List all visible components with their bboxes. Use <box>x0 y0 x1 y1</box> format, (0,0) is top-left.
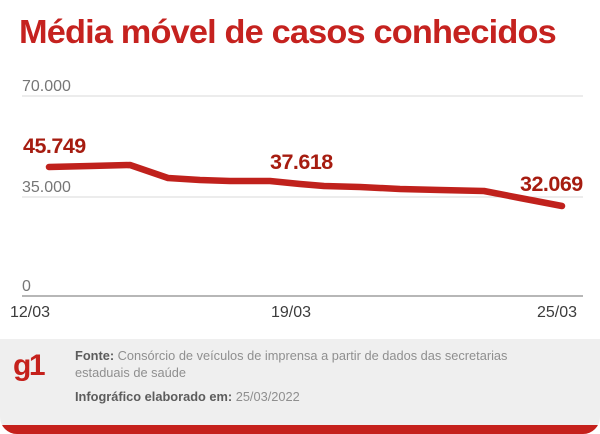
svg-text:12/03: 12/03 <box>10 304 50 320</box>
svg-text:32.069: 32.069 <box>520 172 583 196</box>
svg-text:25/03: 25/03 <box>537 304 577 320</box>
svg-text:70.000: 70.000 <box>22 78 71 95</box>
svg-text:0: 0 <box>22 278 31 295</box>
svg-text:19/03: 19/03 <box>271 304 311 320</box>
svg-text:37.618: 37.618 <box>270 150 333 174</box>
svg-text:35.000: 35.000 <box>22 179 71 196</box>
svg-text:45.749: 45.749 <box>23 134 86 158</box>
